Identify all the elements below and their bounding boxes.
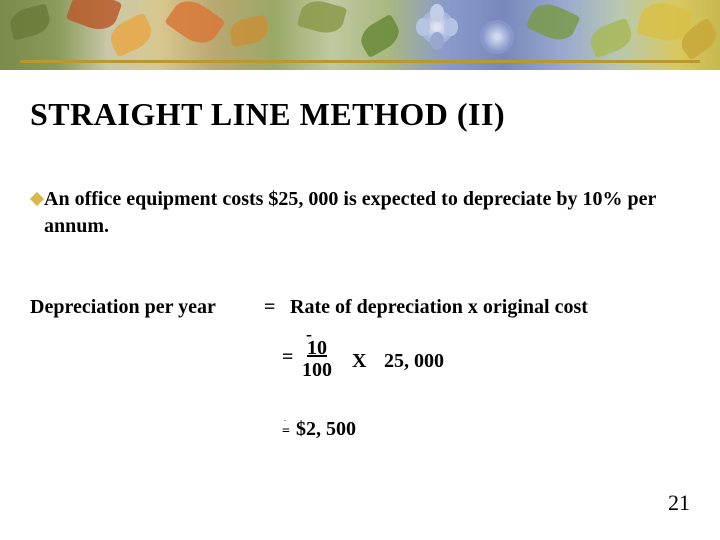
multiply-symbol: X bbox=[352, 350, 366, 373]
fraction: 10 100 bbox=[302, 338, 332, 382]
multiply-value: 25, 000 bbox=[384, 350, 444, 373]
equals-1: = bbox=[264, 296, 275, 319]
accent-underline bbox=[20, 60, 700, 63]
calc-rhs-text: Rate of depreciation x original cost bbox=[290, 296, 588, 319]
page-number: 21 bbox=[668, 490, 690, 516]
equals-3: = bbox=[282, 424, 290, 440]
slide-title: STRAIGHT LINE METHOD (II) bbox=[30, 96, 505, 133]
bullet-icon bbox=[30, 192, 44, 206]
result-dot: . bbox=[284, 414, 286, 423]
equals-2: = bbox=[282, 346, 293, 369]
problem-statement: An office equipment costs $25, 000 is ex… bbox=[44, 186, 684, 240]
calc-result: $2, 500 bbox=[296, 418, 356, 441]
calc-lhs: Depreciation per year bbox=[30, 296, 216, 319]
fraction-numerator: 10 bbox=[302, 338, 332, 358]
fraction-denominator: 100 bbox=[302, 358, 332, 382]
